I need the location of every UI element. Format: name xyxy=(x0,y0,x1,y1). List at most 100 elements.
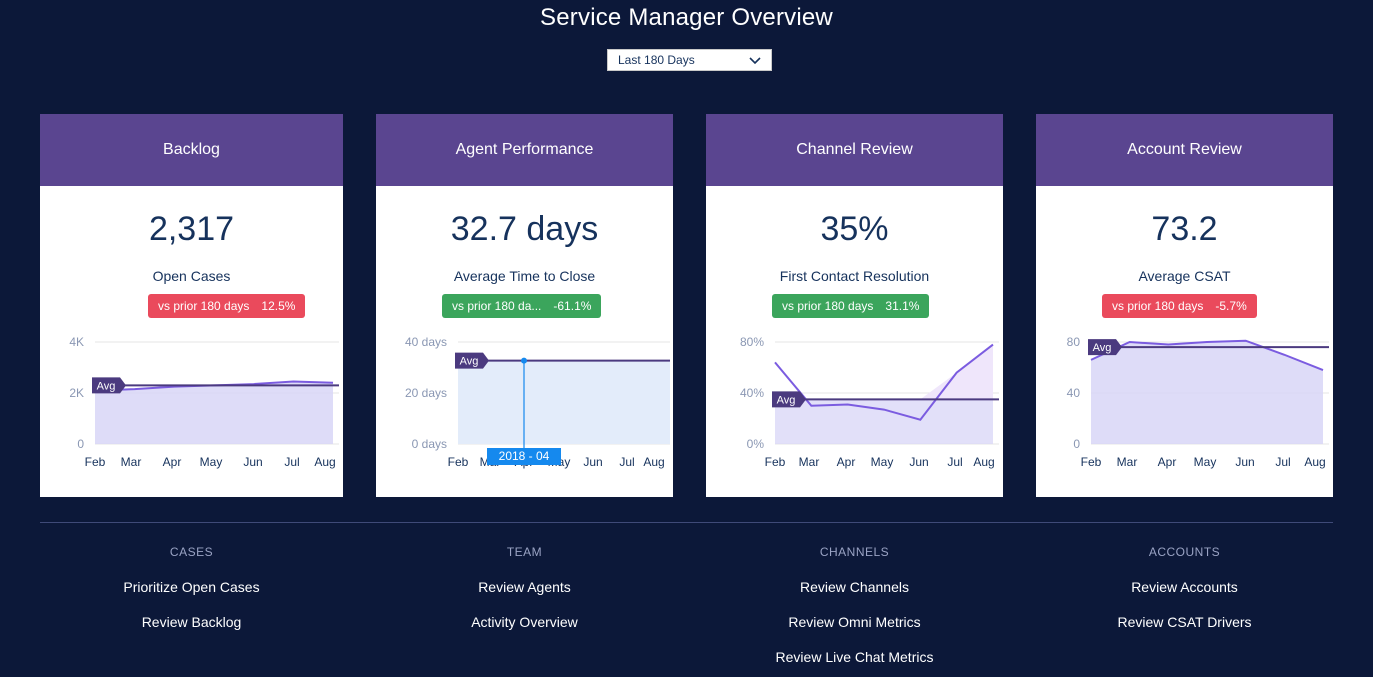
badge-value: 31.1% xyxy=(885,299,920,313)
x-tick-label: Apr xyxy=(837,455,856,469)
x-tick-label: Jul xyxy=(284,455,299,469)
x-tick-label: Jun xyxy=(243,455,262,469)
series-area xyxy=(458,360,670,444)
y-tick-label: 40% xyxy=(740,386,764,400)
comparison-badge: vs prior 180 days -5.7% xyxy=(1102,294,1257,318)
nav-link-activity-overview[interactable]: Activity Overview xyxy=(471,614,578,630)
chevron-down-icon xyxy=(749,57,761,65)
y-tick-label: 40 xyxy=(1067,386,1081,400)
badge-text: vs prior 180 da... xyxy=(452,299,542,313)
series-area xyxy=(920,344,993,400)
account-review-card[interactable]: Account Review 73.2 Average CSAT vs prio… xyxy=(1036,114,1333,497)
metric-label: Average Time to Close xyxy=(453,268,596,284)
y-tick-label: 40 days xyxy=(405,335,447,349)
account-review-chart: 0 40 80 Avg Feb Mar Apr May Jun Jul Aug xyxy=(1067,335,1329,469)
date-range-select[interactable]: Last 180 Days xyxy=(607,49,772,71)
avg-label: Avg xyxy=(460,356,479,368)
y-tick-label: 0 xyxy=(77,437,84,451)
nav-column-accounts: ACCOUNTS Review Accounts Review CSAT Dri… xyxy=(1036,545,1333,630)
metric-label: Average CSAT xyxy=(1138,268,1231,284)
x-tick-label: Jul xyxy=(619,455,634,469)
x-tick-label: May xyxy=(200,455,223,469)
nav-column-cases: CASES Prioritize Open Cases Review Backl… xyxy=(40,545,343,630)
nav-link-review-live-chat-metrics[interactable]: Review Live Chat Metrics xyxy=(775,649,934,665)
metric-label: First Contact Resolution xyxy=(779,268,930,284)
tooltip-box xyxy=(487,448,561,465)
x-tick-label: Jul xyxy=(947,455,962,469)
x-tick-label: Feb xyxy=(85,455,106,469)
badge-value: -5.7% xyxy=(1215,299,1247,313)
badge-text: vs prior 180 days xyxy=(782,299,874,313)
backlog-chart: 0 2K 4K Avg Feb Mar Apr May Jun Jul Aug xyxy=(69,335,339,469)
y-tick-label: 4K xyxy=(69,335,84,349)
nav-link-review-channels[interactable]: Review Channels xyxy=(800,579,909,595)
agent-performance-card[interactable]: Agent Performance 32.7 days Average Time… xyxy=(376,114,673,497)
series-area xyxy=(1091,340,1323,444)
section-divider xyxy=(40,522,1333,523)
x-tick-label: Mar xyxy=(121,455,142,469)
card-title: Backlog xyxy=(40,114,343,186)
badge-value: -61.1% xyxy=(553,299,592,313)
metric-value: 32.7 days xyxy=(450,210,599,248)
comparison-badge: vs prior 180 da... -61.1% xyxy=(442,294,602,318)
y-tick-label: 80% xyxy=(740,335,764,349)
nav-column-channels: CHANNELS Review Channels Review Omni Met… xyxy=(706,545,1003,665)
x-tick-label: Aug xyxy=(973,455,994,469)
x-tick-label: May xyxy=(871,455,894,469)
x-tick-label: Feb xyxy=(1081,455,1102,469)
badge-text: vs prior 180 days xyxy=(1112,299,1204,313)
card-title: Channel Review xyxy=(706,114,1003,186)
page-title: Service Manager Overview xyxy=(540,4,833,31)
backlog-card[interactable]: Backlog 2,317 Open Cases vs prior 180 da… xyxy=(40,114,343,497)
x-tick-label: Apr xyxy=(1158,455,1177,469)
tooltip-point xyxy=(521,357,527,364)
x-tick-label: Aug xyxy=(1304,455,1325,469)
x-tick-label: Aug xyxy=(314,455,335,469)
x-tick-label: Feb xyxy=(765,455,786,469)
badge-value: 12.5% xyxy=(261,299,296,313)
nav-link-review-accounts[interactable]: Review Accounts xyxy=(1131,579,1238,595)
nav-link-review-csat-drivers[interactable]: Review CSAT Drivers xyxy=(1117,614,1252,630)
comparison-badge: vs prior 180 days 31.1% xyxy=(772,294,930,318)
nav-link-prioritize-open-cases[interactable]: Prioritize Open Cases xyxy=(123,579,260,595)
avg-tag xyxy=(772,391,806,408)
nav-link-review-agents[interactable]: Review Agents xyxy=(478,579,571,595)
series-line xyxy=(1090,339,1324,371)
y-tick-label: 2K xyxy=(69,386,84,400)
channel-review-chart: 0% 40% 80% Avg Feb Mar Apr May Jun Jul Aug xyxy=(740,335,999,469)
x-tick-label: Apr xyxy=(163,455,182,469)
x-tick-label: Feb xyxy=(448,455,469,469)
metric-value: 2,317 xyxy=(148,210,235,248)
avg-label: Avg xyxy=(97,380,116,392)
nav-heading: CHANNELS xyxy=(819,545,890,559)
nav-link-review-backlog[interactable]: Review Backlog xyxy=(141,614,242,630)
avg-tag xyxy=(92,377,126,394)
x-tick-label: May xyxy=(1194,455,1217,469)
series-area xyxy=(95,381,333,444)
card-title: Account Review xyxy=(1036,114,1333,186)
avg-area xyxy=(775,399,993,444)
nav-column-team: TEAM Review Agents Activity Overview xyxy=(376,545,673,630)
x-tick-label: Mar xyxy=(799,455,820,469)
date-range-value: Last 180 Days xyxy=(618,53,695,67)
avg-tag xyxy=(1088,339,1122,356)
metric-value: 73.2 xyxy=(1151,210,1218,248)
y-tick-label: 0 days xyxy=(412,437,447,451)
avg-label: Avg xyxy=(777,394,796,406)
nav-heading: TEAM xyxy=(506,545,543,559)
x-tick-label: Mar xyxy=(1117,455,1138,469)
y-tick-label: 0% xyxy=(747,437,765,451)
card-title: Agent Performance xyxy=(376,114,673,186)
y-tick-label: 0 xyxy=(1073,437,1080,451)
avg-label: Avg xyxy=(1093,342,1112,354)
nav-link-review-omni-metrics[interactable]: Review Omni Metrics xyxy=(788,614,921,630)
channel-review-card[interactable]: Channel Review 35% First Contact Resolut… xyxy=(706,114,1003,497)
x-tick-label: Aug xyxy=(643,455,664,469)
avg-tag xyxy=(455,352,489,369)
nav-heading: CASES xyxy=(169,545,214,559)
series-line xyxy=(774,343,994,421)
x-tick-label: Jun xyxy=(583,455,602,469)
x-tick-label: Jun xyxy=(1235,455,1254,469)
metric-label: Open Cases xyxy=(152,268,231,284)
